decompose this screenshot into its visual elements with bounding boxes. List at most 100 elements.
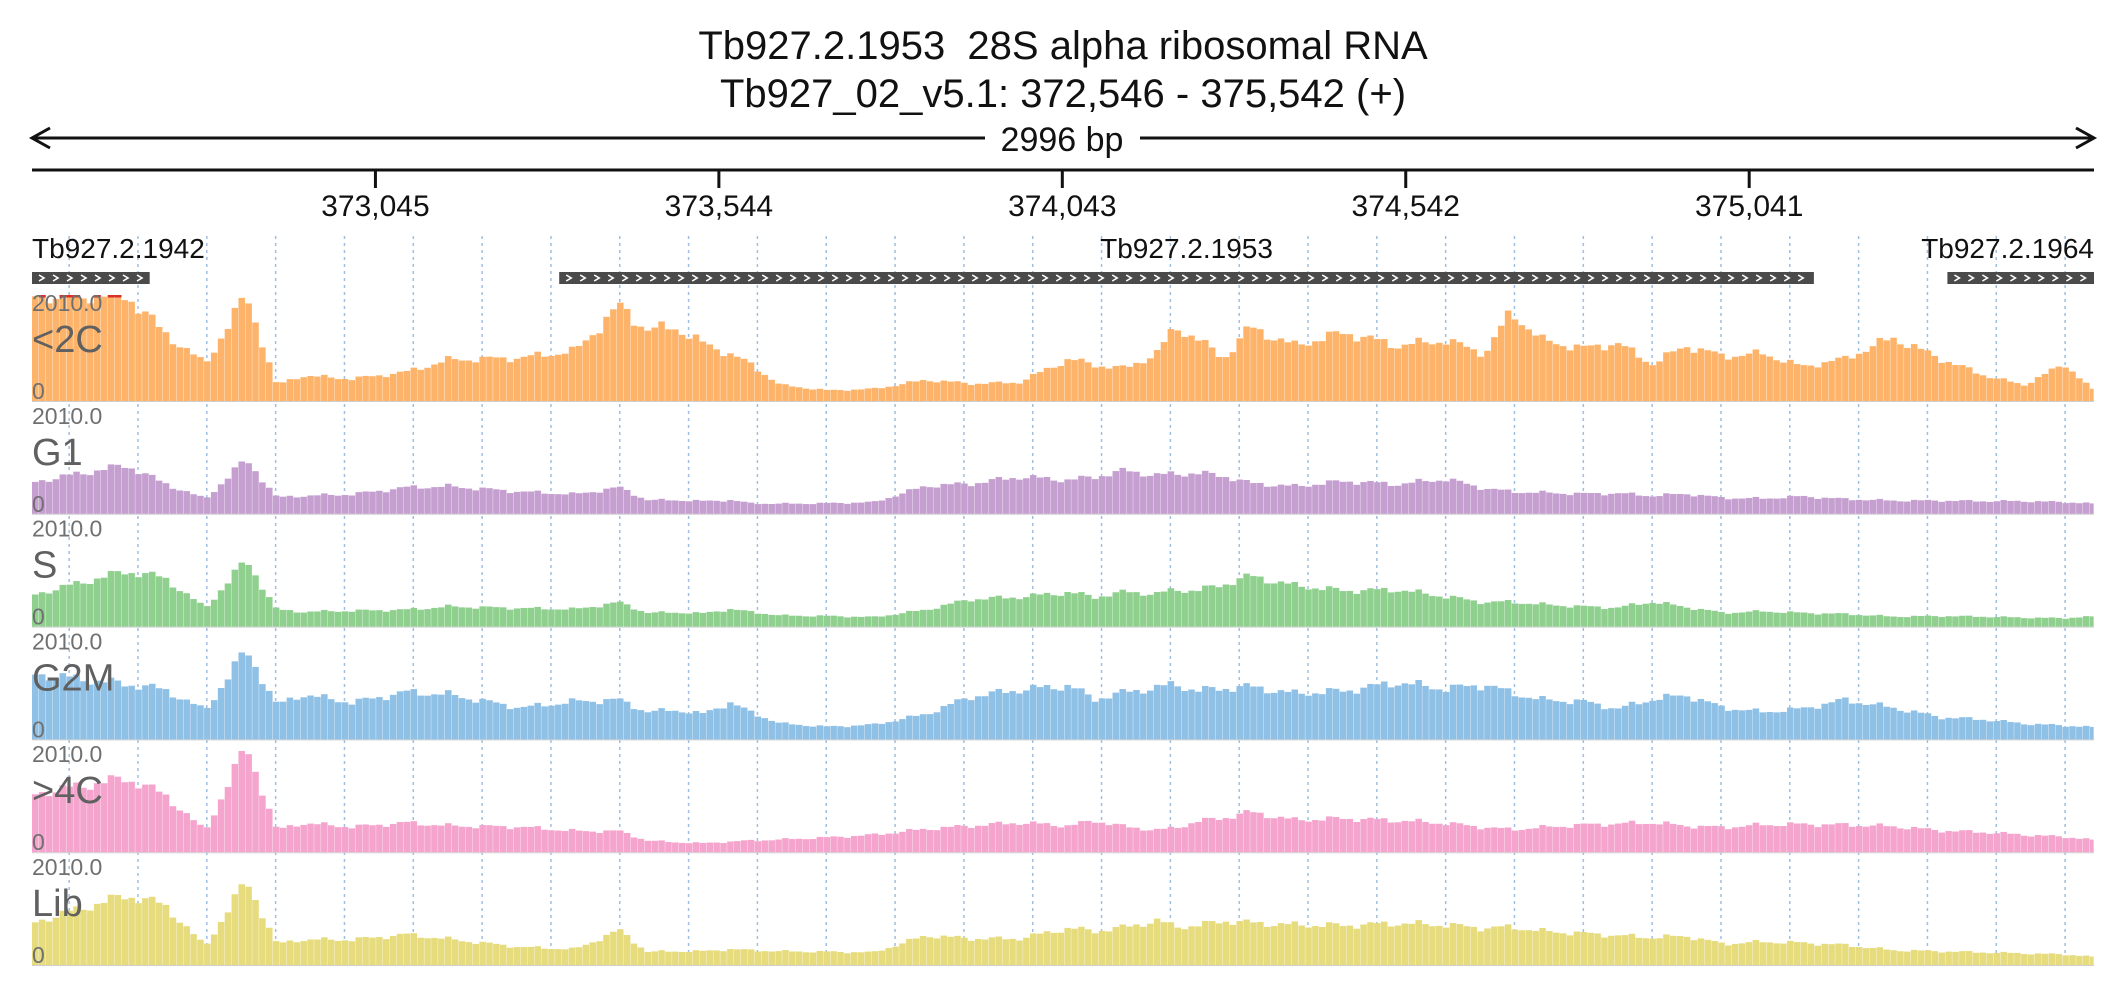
coverage-bar: [1580, 345, 1588, 401]
coverage-bar: [837, 616, 844, 627]
coverage-bar: [1229, 924, 1237, 965]
coverage-bar: [162, 577, 170, 627]
coverage-bar: [107, 677, 115, 740]
coverage-bar: [678, 334, 686, 401]
coverage-bar: [555, 609, 562, 627]
coverage-bar: [2027, 502, 2035, 514]
coverage-bar: [1821, 613, 1828, 627]
coverage-bar: [2048, 835, 2056, 853]
coverage-bar: [665, 500, 672, 514]
coverage-bar: [431, 487, 438, 514]
coverage-bar: [1360, 819, 1367, 853]
coverage-bar: [603, 699, 610, 740]
coverage-bar: [128, 781, 135, 853]
coverage-bar: [2089, 956, 2094, 965]
coverage-bar: [610, 698, 617, 740]
coverage-bar: [1436, 689, 1443, 740]
coverage-bar: [1277, 690, 1285, 740]
strand-arrow-icon: [94, 274, 102, 282]
strand-arrow-icon: [2023, 274, 2031, 282]
coverage-bar: [1353, 928, 1360, 965]
coverage-bar: [1284, 342, 1292, 401]
coverage-bar: [555, 704, 562, 740]
coverage-bar: [1711, 825, 1718, 853]
coverage-bar: [149, 571, 156, 627]
coverage-bar: [644, 712, 652, 740]
coverage-bar: [431, 694, 438, 740]
coverage-bar: [761, 613, 769, 627]
coverage-bar: [575, 830, 583, 853]
coverage-bar: [1243, 919, 1250, 965]
coverage-bar: [1835, 357, 1842, 401]
coverage-bar: [1339, 591, 1347, 627]
coverage-bar: [341, 611, 349, 627]
coverage-bar: [128, 897, 135, 965]
coverage-bar: [1415, 589, 1422, 627]
coverage-bar: [1511, 696, 1519, 740]
coverage-bar: [1277, 338, 1285, 401]
strand-arrow-icon: [775, 274, 783, 282]
coverage-bar: [142, 685, 149, 740]
coverage-bar: [1676, 348, 1684, 401]
coverage-bar: [1924, 615, 1932, 627]
coverage-bar: [809, 726, 817, 740]
coverage-bar: [2014, 617, 2021, 627]
strand-arrow-icon: [747, 274, 755, 282]
coverage-bar: [1511, 319, 1519, 401]
coverage-bar: [1553, 344, 1560, 401]
coverage-bar: [1449, 822, 1457, 853]
coverage-bar: [582, 492, 590, 514]
coverage-bar: [1917, 950, 1925, 965]
coverage-bar: [1539, 602, 1546, 627]
coverage-bar: [795, 951, 803, 965]
coverage-bar: [59, 295, 67, 401]
coverage-bar: [1078, 592, 1085, 627]
coverage-bar: [1208, 585, 1216, 627]
strand-arrow-icon: [817, 274, 825, 282]
coverage-bar: [1787, 611, 1794, 627]
coverage-bar: [1312, 820, 1319, 853]
coverage-bar: [1855, 703, 1863, 740]
coverage-bar: [1112, 692, 1120, 740]
coverage-bar: [1690, 609, 1698, 627]
coverage-bar: [1828, 613, 1835, 627]
coverage-bar: [1663, 602, 1670, 627]
coverage-bar: [149, 314, 156, 401]
coverage-bar: [1793, 496, 1801, 514]
coverage-bar: [1181, 827, 1188, 853]
coverage-bar: [968, 601, 975, 627]
coverage-bar: [1064, 927, 1071, 965]
coverage-bar: [238, 562, 246, 627]
coverage-bar: [444, 823, 452, 853]
coverage-bar: [444, 936, 452, 965]
coverage-bar: [1284, 485, 1292, 514]
coverage-bar: [1057, 482, 1065, 514]
span-indicator: 2996 bp: [28, 121, 2098, 159]
coverage-bar: [245, 303, 252, 401]
coverage-track: 2010.0<2C0: [32, 290, 2094, 404]
coverage-bar: [2007, 381, 2014, 401]
coverage-bar: [362, 491, 369, 514]
coverage-bar: [121, 782, 129, 853]
coverage-bar: [155, 327, 163, 401]
coverage-bar: [142, 784, 149, 853]
coverage-bar: [1855, 947, 1863, 965]
coverage-bar: [348, 611, 356, 627]
gene-annotation-track: Tb927.2.1942 Tb927.2.1953 Tb927.2.1964: [32, 233, 2094, 284]
coverage-bar: [1408, 344, 1416, 401]
coverage-bar: [1367, 922, 1374, 965]
coverage-bar: [1009, 823, 1016, 853]
coverage-bar: [1319, 590, 1326, 627]
coverage-bar: [1628, 492, 1636, 514]
strand-arrow-icon: [1461, 274, 1469, 282]
coverage-bar: [389, 610, 397, 627]
coverage-bar: [1683, 696, 1691, 740]
coverage-bar: [1697, 608, 1705, 627]
coverage-bar: [816, 950, 824, 965]
coverage-bar: [1263, 486, 1271, 514]
track-label: G2M: [32, 657, 114, 699]
coverage-bar: [93, 295, 101, 401]
coverage-bar: [1807, 824, 1815, 853]
coverage-bar: [995, 688, 1003, 740]
coverage-bar: [2034, 617, 2042, 627]
